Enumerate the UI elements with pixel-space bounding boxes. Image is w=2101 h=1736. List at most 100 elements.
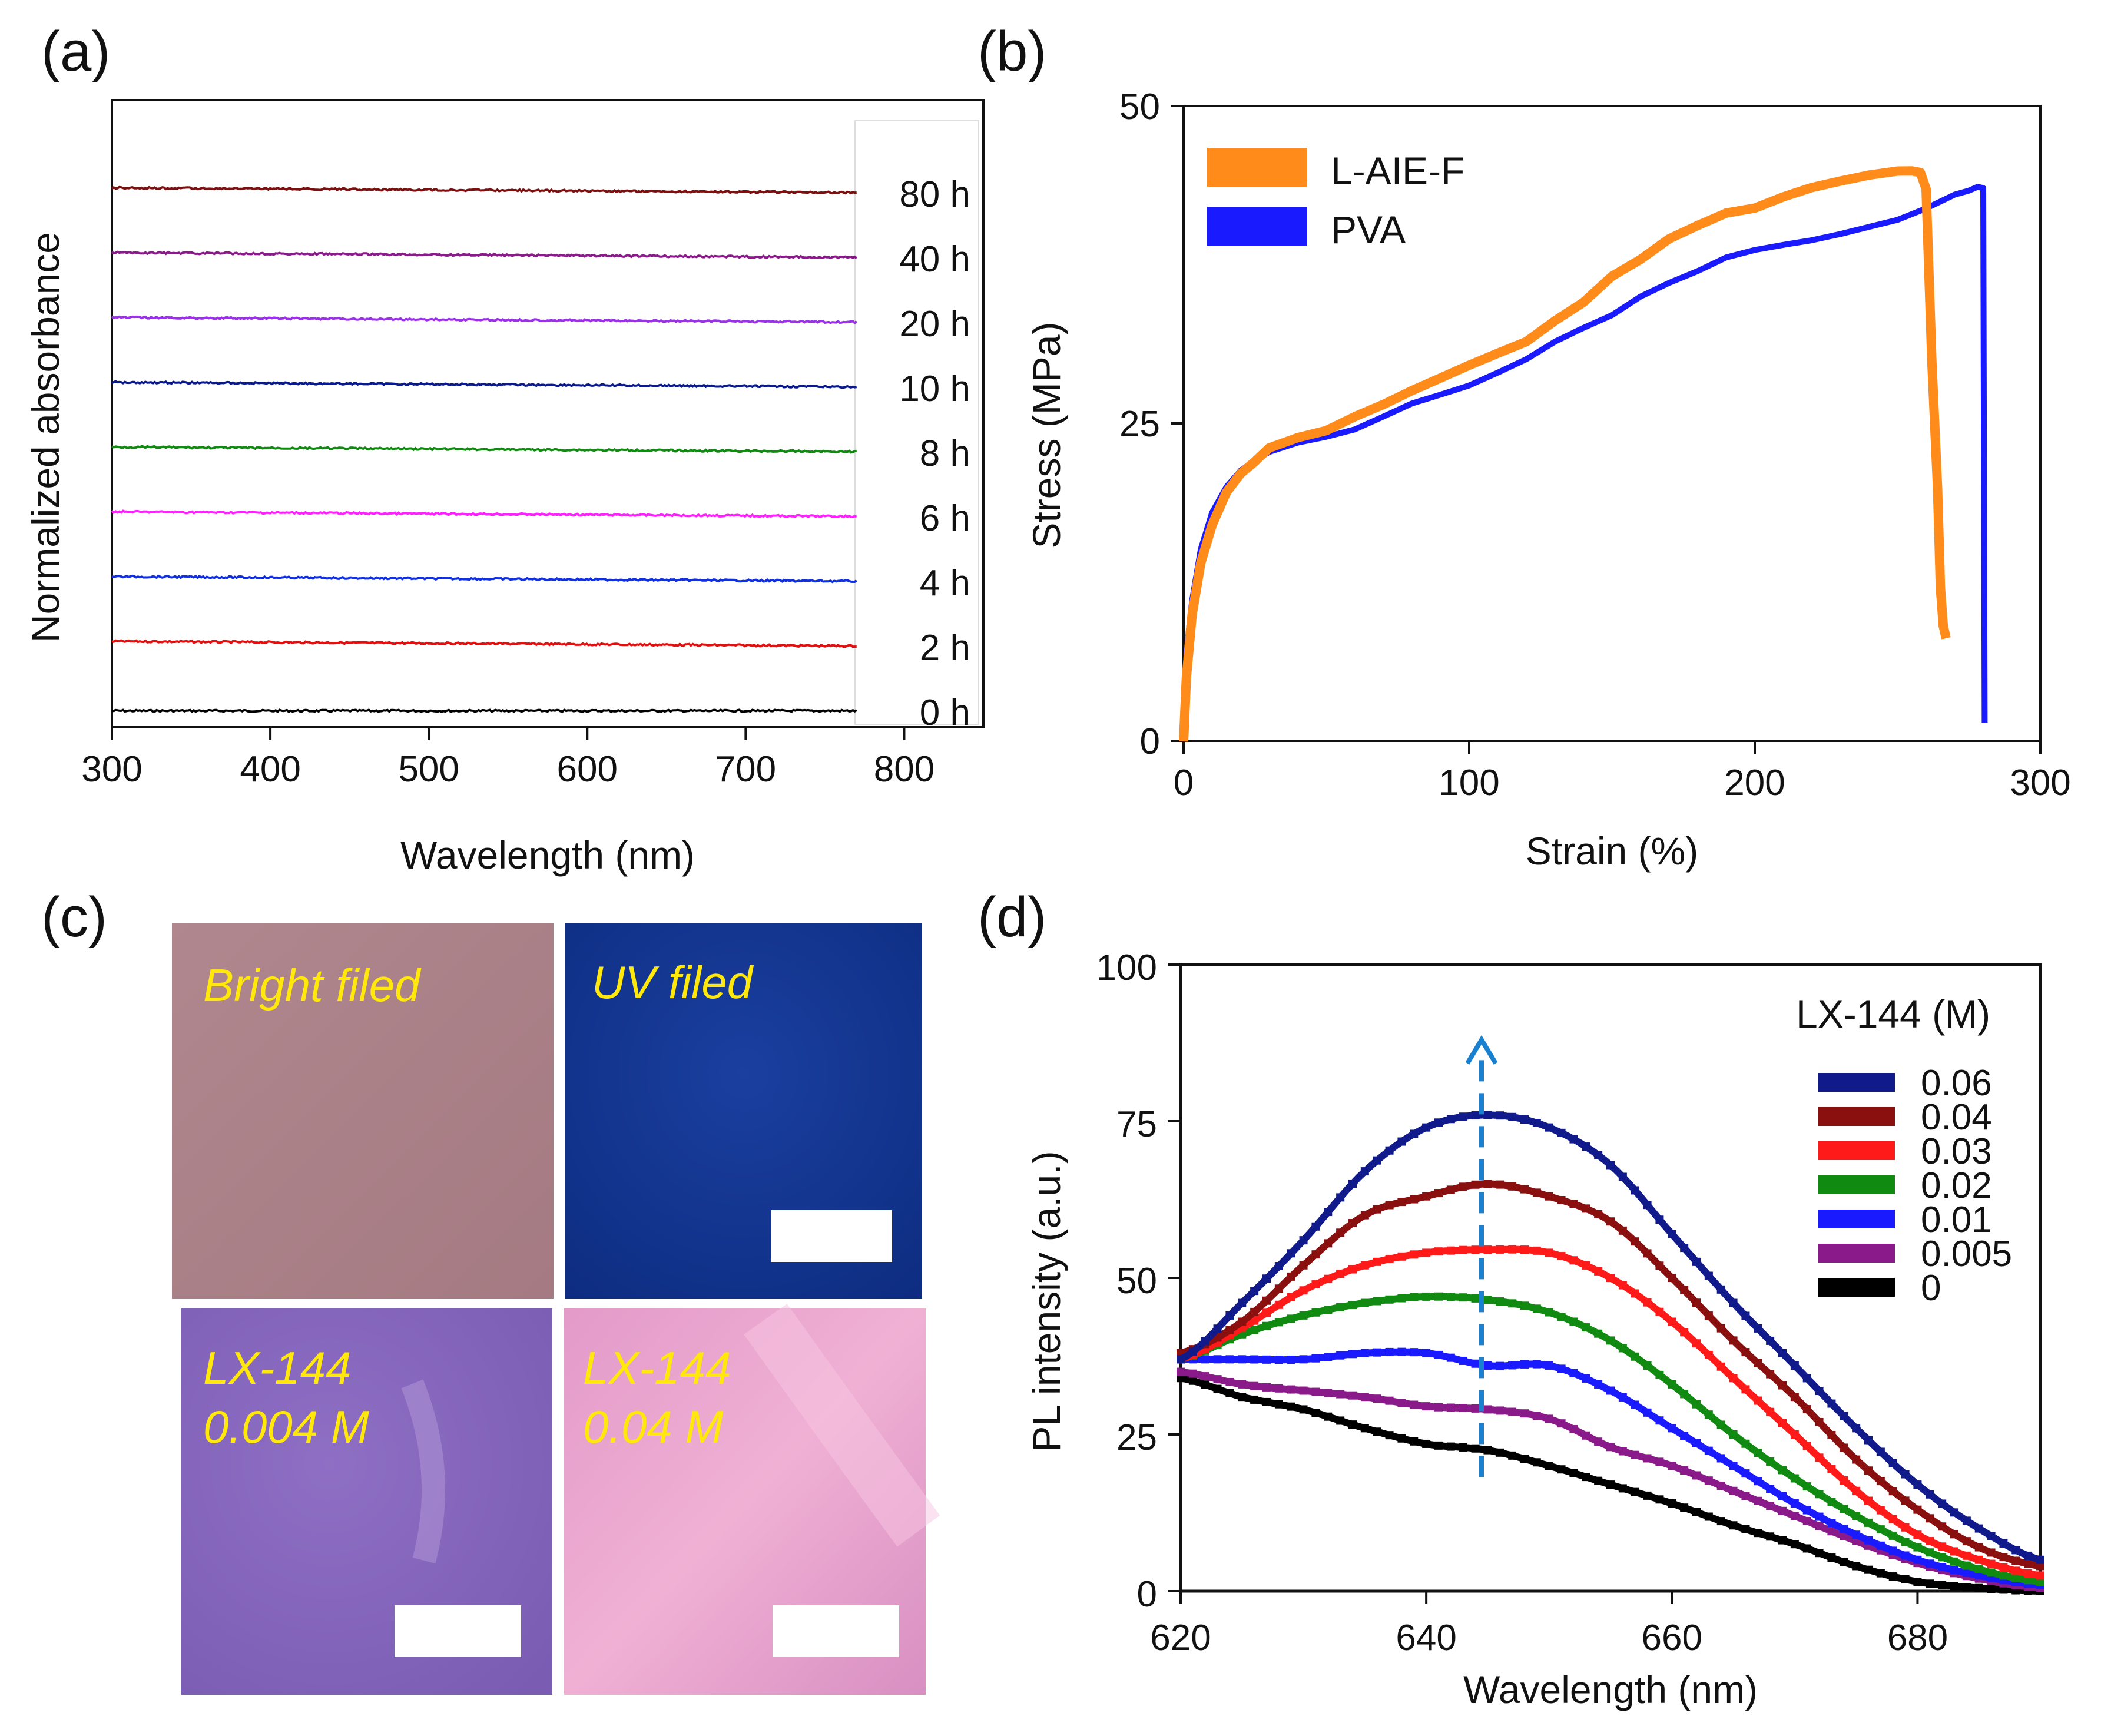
data-point — [1974, 1565, 1983, 1573]
legend-label: 0.04 — [1921, 1097, 1992, 1138]
legend-label: 0.01 — [1921, 1200, 1992, 1240]
legend-label: 0.06 — [1921, 1063, 1992, 1104]
data-point — [1987, 1568, 1996, 1577]
data-point — [1790, 1512, 1799, 1520]
data-point — [2011, 1556, 2020, 1565]
data-point — [1397, 1137, 1406, 1146]
x-tick-label: 0 — [1174, 763, 1194, 803]
data-point — [1274, 1318, 1283, 1327]
data-point — [1397, 1294, 1406, 1303]
data-point — [1373, 1394, 1381, 1403]
y-tick-label: 0 — [1140, 721, 1160, 762]
data-point — [1532, 1188, 1541, 1197]
data-point — [1802, 1405, 1811, 1414]
data-point — [1250, 1326, 1259, 1334]
data-point — [1274, 1356, 1283, 1364]
data-point — [1508, 1245, 1517, 1254]
legend-title: LX-144 (M) — [1796, 992, 1990, 1036]
data-point — [1274, 1284, 1283, 1293]
data-point — [1643, 1249, 1652, 1258]
data-point — [1557, 1465, 1566, 1474]
data-point — [1471, 1245, 1480, 1254]
data-point — [1459, 1293, 1467, 1302]
data-point — [1802, 1482, 1811, 1491]
data-point — [1741, 1525, 1750, 1533]
data-point — [1716, 1285, 1725, 1294]
series-0.02 — [1177, 1292, 2044, 1586]
data-point — [1287, 1402, 1295, 1411]
data-point — [1434, 1441, 1443, 1450]
data-point — [1729, 1430, 1738, 1439]
data-point — [1471, 1180, 1480, 1189]
data-point — [1410, 1250, 1419, 1259]
data-point — [1201, 1355, 1209, 1364]
data-point — [1888, 1546, 1897, 1555]
data-point — [1913, 1505, 1922, 1514]
data-point — [1643, 1454, 1652, 1463]
x-axis-label: Wavelength (nm) — [1463, 1668, 1758, 1711]
data-point — [1766, 1370, 1775, 1379]
data-point — [1888, 1515, 1897, 1523]
data-point — [1778, 1506, 1787, 1515]
series-label: 40 h — [899, 239, 970, 280]
data-point — [1741, 1439, 1750, 1448]
data-point — [1446, 1442, 1455, 1451]
series-line-20h — [111, 315, 858, 325]
data-point — [1348, 1179, 1357, 1188]
panel-label-b: (b) — [977, 20, 1046, 83]
legend-swatch — [1207, 207, 1307, 246]
data-point — [1827, 1399, 1836, 1408]
data-point — [1225, 1377, 1234, 1386]
data-point — [1594, 1476, 1603, 1485]
data-point — [1840, 1476, 1848, 1485]
series-line-10h — [111, 380, 857, 389]
data-point — [1766, 1532, 1775, 1541]
data-point — [1299, 1386, 1308, 1395]
data-point — [1557, 1312, 1566, 1321]
data-point — [1496, 1297, 1504, 1306]
data-point — [1594, 1380, 1603, 1389]
legend-swatch — [1818, 1107, 1895, 1126]
data-point — [1287, 1314, 1295, 1323]
data-point — [2036, 1555, 2044, 1564]
data-point — [1508, 1112, 1517, 1121]
series-label: 80 h — [899, 174, 970, 215]
photo-stain — [401, 1379, 445, 1564]
data-point — [1520, 1455, 1529, 1463]
data-point — [1508, 1407, 1517, 1416]
data-point — [1716, 1454, 1725, 1463]
data-point — [1348, 1265, 1357, 1274]
data-point — [1422, 1349, 1431, 1357]
data-point — [1901, 1523, 1910, 1532]
data-point — [1840, 1532, 1848, 1540]
data-point — [1876, 1477, 1885, 1486]
data-point — [1655, 1457, 1664, 1466]
data-point — [1446, 1115, 1455, 1124]
data-point — [1188, 1376, 1197, 1385]
data-point — [1655, 1215, 1664, 1224]
data-point — [1262, 1397, 1271, 1406]
data-point — [1434, 1350, 1443, 1359]
data-point — [1876, 1569, 1885, 1578]
data-point — [1999, 1571, 2008, 1580]
data-point — [1397, 1252, 1406, 1261]
data-point — [1569, 1425, 1578, 1434]
data-point — [1827, 1519, 1836, 1528]
data-point — [1496, 1406, 1504, 1415]
data-point — [1704, 1446, 1713, 1455]
data-point — [1901, 1538, 1910, 1546]
data-point — [1926, 1548, 1934, 1557]
data-point — [1692, 1508, 1701, 1516]
y-tick-label: 0 — [1137, 1574, 1157, 1615]
data-point — [1778, 1536, 1787, 1545]
data-point — [1201, 1372, 1209, 1381]
data-point — [1373, 1297, 1381, 1306]
data-point — [1582, 1473, 1590, 1482]
data-point — [1729, 1462, 1738, 1470]
data-point — [1262, 1355, 1271, 1364]
data-point — [1974, 1583, 1983, 1592]
data-point — [1582, 1261, 1590, 1270]
data-point — [1532, 1360, 1541, 1369]
data-point — [1950, 1530, 1958, 1539]
data-point — [1557, 1195, 1566, 1204]
